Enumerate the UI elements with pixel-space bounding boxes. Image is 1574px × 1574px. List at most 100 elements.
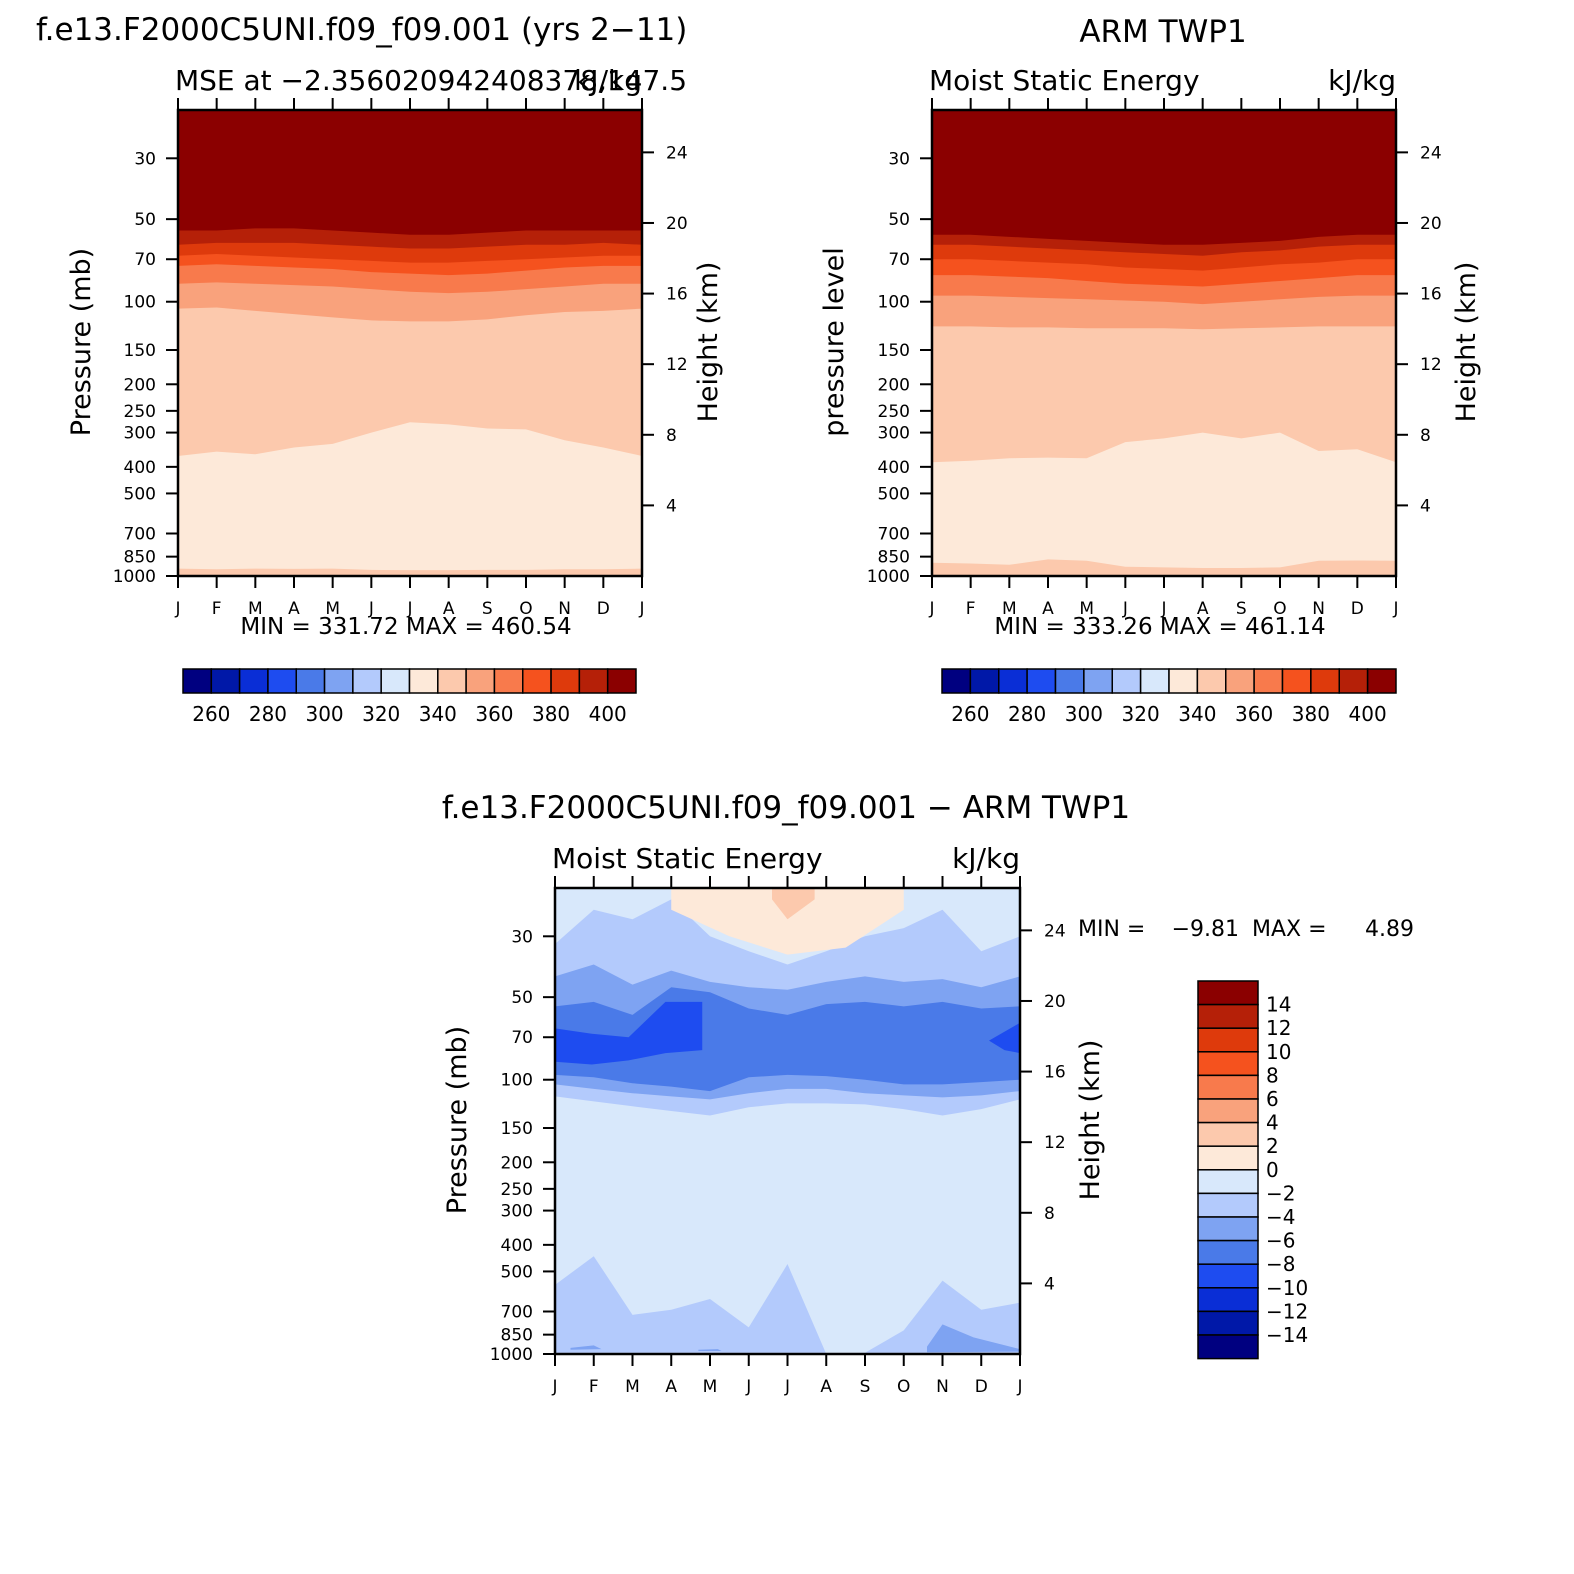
y2-tick-label: 16: [1044, 1063, 1066, 1083]
colorbar-label: 400: [589, 702, 627, 726]
y-tick-label: 500: [124, 484, 156, 504]
colorbar-label: 280: [1008, 702, 1046, 726]
colorbar-box: [1197, 1169, 1259, 1195]
colorbar-box: [1026, 668, 1057, 694]
y2-tick-label: 16: [666, 285, 688, 305]
y-tick-label: 300: [878, 424, 910, 444]
colorbar-box: [437, 668, 467, 694]
x-tick-label: D: [597, 599, 610, 619]
colorbar-label: 340: [419, 702, 457, 726]
x-tick-label: N: [936, 1377, 949, 1397]
colorbar-box: [1197, 1051, 1259, 1077]
x-tick-label: O: [1273, 599, 1286, 619]
x-tick-label: O: [897, 1377, 910, 1397]
x-tick-label: J: [1392, 599, 1398, 619]
colorbar-box: [1253, 668, 1284, 694]
y-tick-label: 50: [511, 988, 533, 1008]
contour-band-400: [178, 110, 642, 235]
x-tick-label: S: [482, 599, 493, 619]
colorbar-label: −10: [1266, 1276, 1308, 1300]
colorbar-box: [1338, 668, 1369, 694]
y-tick-label: 700: [124, 525, 156, 545]
panel-diff-stats-min-value: −9.81: [1172, 917, 1239, 942]
colorbar-label: 6: [1266, 1087, 1279, 1111]
panel-model-stats: MIN = 331.72 MAX = 460.54: [240, 614, 571, 640]
x-tick-label: S: [860, 1377, 871, 1397]
y2-tick-label: 16: [1420, 285, 1442, 305]
y-tick-label: 1000: [490, 1345, 533, 1365]
colorbar-label: 300: [305, 702, 343, 726]
y-tick-label: 150: [124, 341, 156, 361]
y-tick-label: 100: [124, 293, 156, 313]
panel-obs-left-subtitle: Moist Static Energy: [929, 64, 1200, 97]
colorbar-label: 14: [1266, 993, 1291, 1017]
y-tick-label: 200: [878, 375, 910, 395]
colorbar-box: [380, 668, 411, 694]
contour-band-2: [772, 888, 815, 920]
x-tick-label: A: [665, 1377, 677, 1397]
y-tick-label: 300: [124, 424, 156, 444]
colorbar-label: −14: [1266, 1323, 1308, 1347]
colorbar-label: −6: [1266, 1229, 1295, 1253]
x-tick-label: J: [551, 1377, 557, 1397]
colorbar-box: [1197, 1145, 1259, 1171]
x-tick-label: D: [1351, 599, 1364, 619]
colorbar-label: 280: [249, 702, 287, 726]
colorbar-box: [1225, 668, 1255, 694]
colorbar-box: [295, 668, 326, 694]
panel-obs-ylabel: pressure level: [819, 247, 850, 436]
colorbar-box: [210, 668, 241, 694]
y-tick-label: 400: [124, 458, 156, 478]
colorbar-label: 260: [192, 702, 230, 726]
x-tick-label: S: [1236, 599, 1247, 619]
contour-band--10: [555, 1001, 703, 1065]
colorbar-label: 360: [1235, 702, 1273, 726]
panel-diff-title: f.e13.F2000C5UNI.f09_f09.001 − ARM TWP1: [442, 790, 1130, 826]
x-tick-label: J: [928, 599, 934, 619]
colorbar-label: −12: [1266, 1299, 1308, 1323]
colorbar-box: [606, 668, 637, 694]
y-tick-label: 50: [134, 210, 156, 230]
y-tick-label: 700: [878, 525, 910, 545]
colorbar-box: [1197, 1003, 1259, 1029]
y2-tick-label: 4: [666, 496, 677, 516]
colorbar-box: [1197, 1216, 1259, 1242]
y2-tick-label: 24: [1420, 143, 1442, 163]
panel-obs-right-subtitle: kJ/kg: [1328, 64, 1396, 97]
colorbar-box: [1197, 1287, 1259, 1313]
colorbar-label: 360: [475, 702, 513, 726]
colorbar-box: [1197, 1121, 1259, 1147]
y-tick-label: 250: [501, 1180, 533, 1200]
y2-tick-label: 24: [666, 143, 688, 163]
colorbar-label: 2: [1266, 1134, 1279, 1158]
y-tick-label: 1000: [867, 567, 910, 587]
colorbar-label: −8: [1266, 1252, 1295, 1276]
panel-diff-ylabel: Pressure (mb): [442, 1026, 473, 1214]
contour-band--6: [698, 1349, 722, 1351]
colorbar-label: 320: [362, 702, 400, 726]
panel-diff-stats-min-label: MIN =: [1078, 917, 1145, 942]
y2-tick-label: 20: [1044, 992, 1066, 1012]
y-tick-label: 50: [888, 210, 910, 230]
panel-obs-title: ARM TWP1: [1079, 14, 1246, 50]
colorbar-label: 380: [1292, 702, 1330, 726]
y-tick-label: 400: [501, 1236, 533, 1256]
y-tick-label: 850: [878, 548, 910, 568]
y-tick-label: 150: [878, 341, 910, 361]
colorbar-box: [1197, 1098, 1259, 1124]
y-tick-label: 200: [124, 375, 156, 395]
x-tick-label: O: [519, 599, 532, 619]
colorbar-label: 300: [1065, 702, 1103, 726]
x-tick-label: M: [1079, 599, 1094, 619]
x-tick-label: M: [625, 1377, 640, 1397]
colorbar-label: 12: [1266, 1016, 1291, 1040]
colorbar-box: [1366, 668, 1397, 694]
colorbar-box: [408, 668, 439, 694]
y2-tick-label: 8: [666, 426, 677, 446]
colorbar-box: [238, 668, 269, 694]
colorbar-model: 260 280 300 320 340 360 380 400: [182, 668, 637, 726]
x-tick-label: M: [325, 599, 340, 619]
